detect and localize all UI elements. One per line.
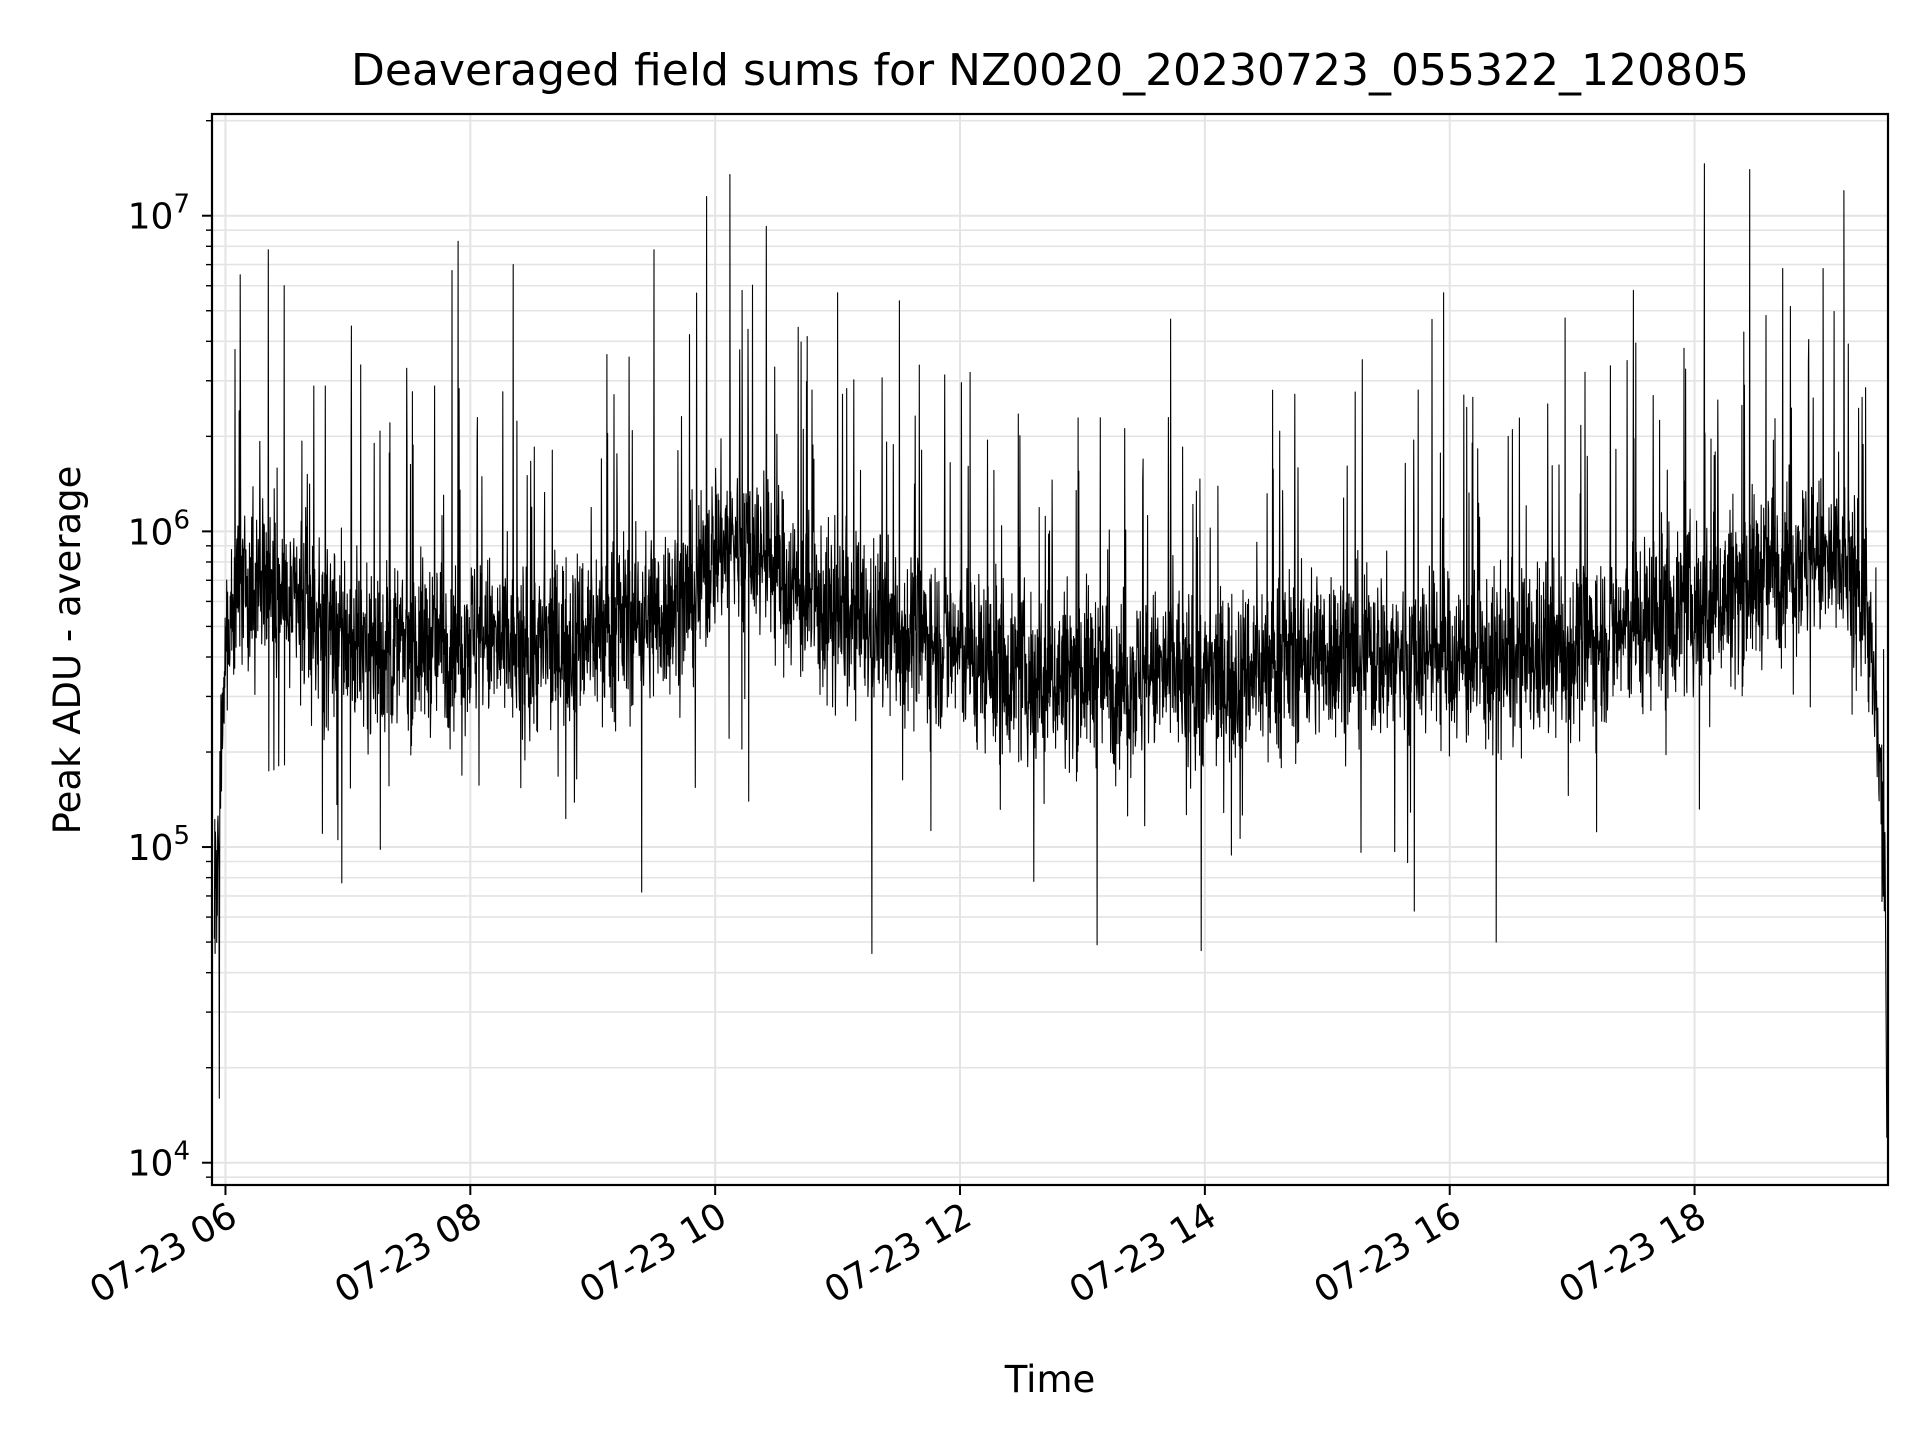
y-tick-label: 104 [128,1137,190,1185]
y-tick-label: 107 [128,190,190,238]
x-axis-label: Time [1004,1358,1096,1401]
grid [212,114,1888,1185]
y-axis-label: Peak ADU - average [46,466,89,835]
y-tick-label: 106 [128,505,190,553]
series-line [213,163,1888,1138]
series-layer [213,163,1888,1138]
plot-frame [210,112,1890,1187]
chart-title: Deaveraged field sums for NZ0020_2023072… [351,45,1749,96]
y-tick-label: 105 [128,821,190,869]
